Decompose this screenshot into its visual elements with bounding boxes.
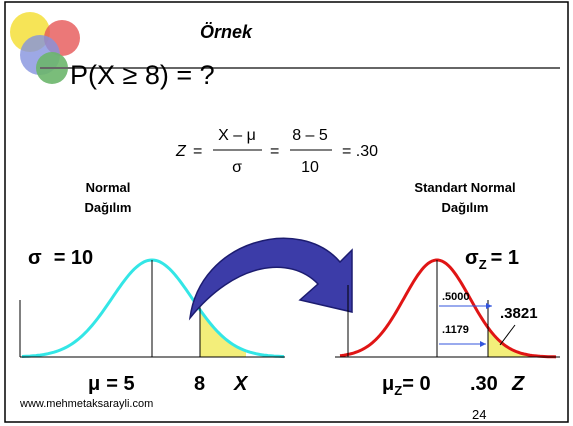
formula-lhs: Z xyxy=(175,143,187,160)
sigma-value: = 10 xyxy=(54,247,93,269)
pointer xyxy=(499,324,516,346)
mu: μ xyxy=(382,373,394,395)
mu-value: = 5 xyxy=(106,373,134,395)
sigma-value: = 1 xyxy=(491,247,519,269)
mu-label: μ = 5 xyxy=(88,373,135,395)
transform-arrow xyxy=(188,237,353,321)
x-symbol: X xyxy=(233,373,249,395)
mu-z-label: μZ= 0 xyxy=(382,373,431,398)
footer-url: www.mehmetaksarayli.com xyxy=(19,398,153,410)
sigma-sub: Z xyxy=(479,257,487,272)
title: Örnek xyxy=(200,22,253,42)
formula-den: σ xyxy=(232,159,242,176)
formula-eq: = xyxy=(270,143,279,160)
right-label: Standart Normal xyxy=(414,180,515,195)
mu-sub: Z xyxy=(394,383,402,398)
area-mid: .1179 xyxy=(442,324,469,336)
left-label: Dağılım xyxy=(85,200,132,215)
formula-num: X – μ xyxy=(218,127,256,144)
sigma-z-label: σZ = 1 xyxy=(465,247,519,272)
mu-value: = 0 xyxy=(402,373,430,395)
sigma: σ xyxy=(28,247,42,269)
right-label: Dağılım xyxy=(442,200,489,215)
tail-area xyxy=(200,309,246,357)
standard-normal-curve xyxy=(339,258,557,359)
sigma: σ xyxy=(465,247,479,269)
formula-den: 10 xyxy=(301,159,319,176)
page-number: 24 xyxy=(472,407,486,422)
mu: μ xyxy=(88,373,100,395)
sigma-label: σ = 10 xyxy=(28,247,93,269)
formula-result: = .30 xyxy=(342,143,378,160)
z-symbol: Z xyxy=(511,373,525,395)
question: P(X ≥ 8) = ? xyxy=(70,60,215,90)
arrow-head xyxy=(480,341,486,347)
z-value: .30 xyxy=(470,373,498,395)
arrow-head xyxy=(486,303,492,309)
x-value: 8 xyxy=(194,373,205,395)
normal-curve xyxy=(21,258,285,359)
tail-area xyxy=(488,327,530,357)
formula-num: 8 – 5 xyxy=(292,127,328,144)
left-label: Normal xyxy=(86,180,131,195)
formula-eq: = xyxy=(193,143,202,160)
slide-border xyxy=(4,1,569,423)
logo-circles xyxy=(10,12,80,84)
area-tail: .3821 xyxy=(500,305,538,322)
formula: Z = X – μ σ = 8 – 5 10 = .30 xyxy=(175,127,378,176)
area-half: .5000 xyxy=(442,291,470,303)
